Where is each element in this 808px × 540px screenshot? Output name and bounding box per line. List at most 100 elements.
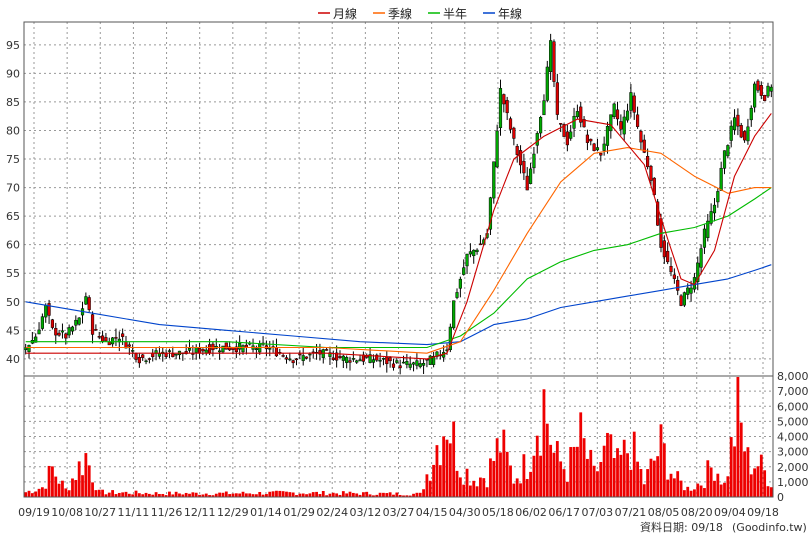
candle-body [375,354,379,361]
volume-bar [519,483,522,497]
volume-bar [729,437,733,497]
volume-bar [402,495,405,497]
volume-bar [432,464,436,497]
candle-body [709,211,713,224]
volume-bar [425,474,429,497]
date-tick-label: 07/21 [615,506,647,519]
candle-body [472,249,476,257]
volume-bar [392,494,395,497]
volume-bar [529,471,532,497]
volume-bar [709,467,713,497]
volume-bar [512,483,516,497]
volume-bar [505,451,509,497]
volume-bar [599,462,603,497]
volume-bar [278,490,282,497]
volume-bar [107,492,111,497]
axes: 40 45 50 55 60 65 70 75 80 85 90 95 0 1,000 2,000 3,000… [6,39,808,519]
candle-body [94,329,98,331]
candle-body [218,350,222,353]
volume-bar [241,491,245,497]
volume-bar [629,469,633,497]
volume-bar [579,412,583,497]
volume-bar [168,491,171,497]
candle-body [121,333,125,337]
volume-bar [693,489,696,497]
candle-body [50,319,55,328]
volume-bar [408,495,412,497]
candle-body [759,85,763,96]
volume-bar [171,494,175,497]
volume-bar [642,484,646,497]
volume-bar [753,468,757,497]
volume-bar [365,491,369,497]
candle-body [455,292,459,298]
candle-body [224,342,228,350]
candle-body [64,333,68,339]
candle-body [458,278,462,289]
candle-body [492,161,496,199]
volume-bar [639,469,643,497]
date-tick-label: 03/12 [350,506,382,519]
volume-bar [652,460,656,497]
volume-bar [275,490,278,497]
volume-bar [622,439,626,497]
candle-body [508,118,513,130]
volume-bar [40,487,44,497]
moving-averages [25,113,772,360]
candle-body [753,83,757,108]
volume-bar [435,445,439,497]
candle-body [769,86,773,92]
candle-body [669,265,673,273]
candle-body [719,167,723,191]
candle-body [147,358,151,360]
candle-body [345,357,349,363]
volume-bar [104,494,108,497]
volume-bar [726,476,730,497]
volume-bar [739,422,743,497]
volume-bar [47,465,51,497]
candle-body [131,350,135,352]
volume-bar [689,490,693,497]
volume-bar [151,494,155,497]
volume-bar [121,492,125,497]
volume-bar [539,455,543,497]
volume-bar [37,488,41,497]
candle-body [355,360,359,363]
candle-body [539,117,543,134]
volume-bar [462,484,466,497]
volume-bar [676,471,680,497]
volume-bar [489,458,492,497]
candle-body [408,363,412,368]
candle-body [699,248,703,268]
candle-body [488,197,493,230]
candle-body [234,346,238,353]
plot-border [23,21,774,498]
candle-body [689,287,693,294]
volume-bar [552,452,556,497]
candle-body [418,363,422,368]
volume-bar [395,492,399,497]
volume-bar [338,494,342,497]
volume-bar [542,389,546,497]
volume-bar [218,492,222,497]
price-tick-label: 75 [6,153,20,166]
volume-bar [34,491,38,497]
candle-body [712,204,717,214]
volume-bar [44,488,48,497]
volume-bar [602,445,606,497]
volume-bar [492,460,496,497]
volume-bar [305,494,308,497]
date-tick-label: 09/19 [18,506,50,519]
volume-bar [555,441,559,497]
volume-bar [405,495,409,497]
candle-body [478,243,483,246]
volume-bar [452,421,456,497]
candle-body [391,363,396,368]
volume-bar [422,489,425,497]
candle-body [211,343,215,351]
volume-bar [485,487,489,497]
volume-bar [101,489,104,497]
volume-bar [686,486,690,497]
legend-label: 半年 [443,7,467,21]
